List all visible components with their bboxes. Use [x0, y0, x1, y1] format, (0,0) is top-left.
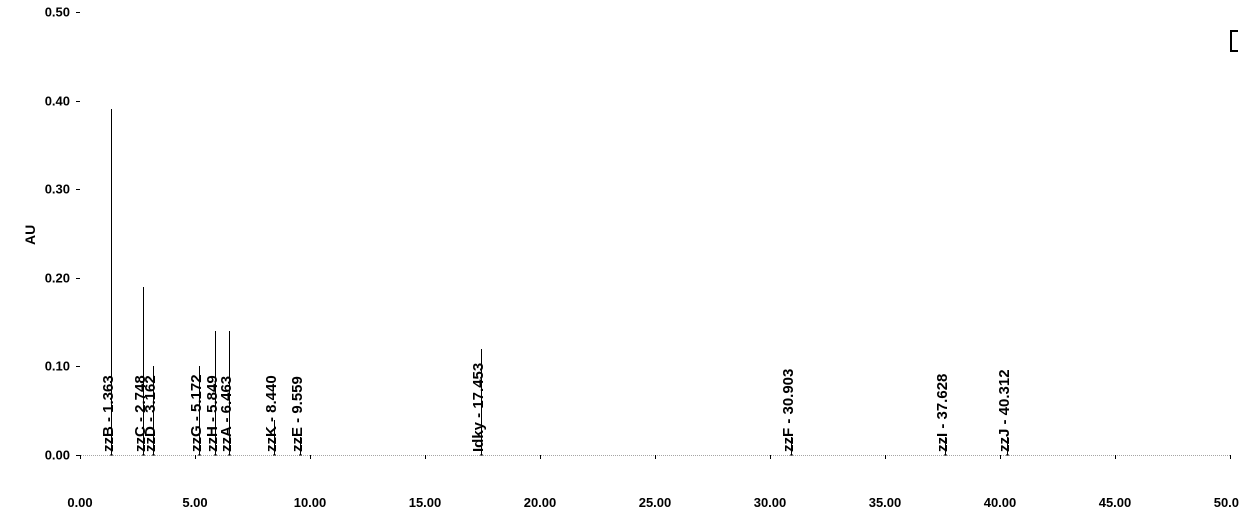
y-tick-label: 0.10	[45, 359, 70, 374]
peak-label-zzE: zzE - 9.559	[289, 376, 306, 452]
peak-label-Idky: Idky - 17.453	[470, 363, 487, 452]
peak-base-tick	[944, 454, 947, 456]
peak-label-zzD: zzD - 3.162	[142, 375, 159, 452]
peak-base-tick	[110, 454, 113, 456]
x-tick-mark	[1230, 455, 1231, 459]
y-tick-label: 0.50	[45, 5, 70, 20]
peak-base-tick	[214, 454, 217, 456]
peak-base-tick	[142, 454, 145, 456]
x-tick-label: 50.00	[1214, 495, 1239, 510]
chromatogram-chart: AU 0.00 0.10 0.20 0.30 0.40 0.50 0.00 5.00 10.00…	[0, 0, 1239, 528]
y-tick-mark	[76, 12, 80, 13]
peak-label-zzB: zzB - 1.363	[100, 375, 117, 452]
y-tick-label: 0.00	[45, 448, 70, 463]
y-tick-mark	[76, 278, 80, 279]
peak-base-tick	[790, 454, 793, 456]
peak-base-tick	[152, 454, 155, 456]
peak-label-zzA: zzA - 6.463	[218, 376, 235, 452]
peak-base-tick	[1006, 454, 1009, 456]
y-tick-mark	[76, 101, 80, 102]
x-tick-label: 40.00	[984, 495, 1017, 510]
peak-label-zzK: zzK - 8.440	[263, 375, 280, 452]
peak-base-tick	[299, 454, 302, 456]
peak-base-tick	[198, 454, 201, 456]
peak-base-tick	[273, 454, 276, 456]
peak-label-zzJ: zzJ - 40.312	[996, 369, 1013, 452]
x-tick-label: 30.00	[754, 495, 787, 510]
y-tick-label: 0.30	[45, 182, 70, 197]
y-tick-label: 0.40	[45, 93, 70, 108]
peak-base-tick	[228, 454, 231, 456]
x-tick-label: 35.00	[869, 495, 902, 510]
y-tick-mark	[76, 366, 80, 367]
x-tick-label: 10.00	[294, 495, 327, 510]
x-tick-label: 0.00	[67, 495, 92, 510]
peak-label-zzG: zzG - 5.172	[188, 374, 205, 452]
baseline	[80, 455, 1230, 456]
x-tick-label: 20.00	[524, 495, 557, 510]
y-tick-label: 0.20	[45, 270, 70, 285]
peak-base-tick	[480, 454, 483, 456]
legend-box-fragment	[1230, 30, 1238, 52]
peak-label-zzI: zzI - 37.628	[934, 374, 951, 452]
x-tick-label: 5.00	[182, 495, 207, 510]
x-tick-label: 45.00	[1099, 495, 1132, 510]
x-tick-label: 25.00	[639, 495, 672, 510]
y-tick-mark	[76, 189, 80, 190]
peak-label-zzF: zzF - 30.903	[780, 369, 797, 452]
x-tick-label: 15.00	[409, 495, 442, 510]
y-axis-label: AU	[22, 225, 38, 245]
